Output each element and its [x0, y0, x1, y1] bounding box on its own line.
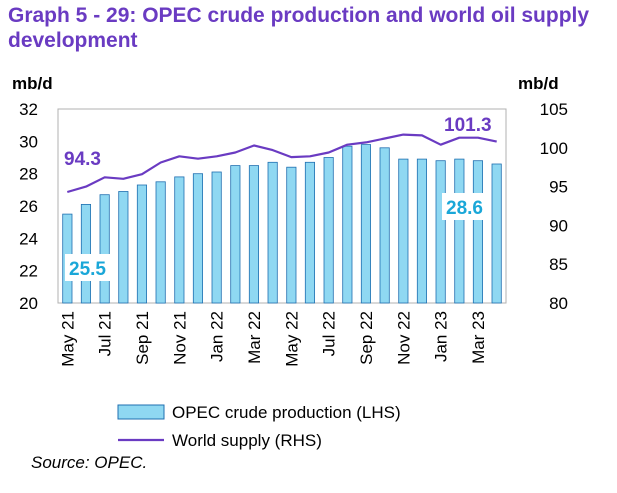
- bar: [360, 144, 371, 304]
- bar-last-label-box: [442, 193, 490, 220]
- bar: [304, 161, 315, 304]
- left-axis-unit: mb/d: [12, 74, 53, 93]
- source-note: Source: OPEC.: [31, 453, 148, 472]
- bar: [80, 203, 92, 304]
- left-tick-label: 30: [19, 132, 38, 151]
- bar: [118, 191, 129, 304]
- x-axis: May 21 Jul 21 Sep 21 Nov 21 Jan 22 Mar 22 May …: [58, 311, 488, 367]
- right-tick-label: 100: [540, 139, 568, 158]
- right-tick-label: 95: [549, 178, 568, 197]
- x-tick-label: Jul 21: [96, 311, 115, 356]
- bar: [248, 165, 260, 304]
- bar: [491, 163, 502, 304]
- left-tick-label: 32: [19, 100, 38, 119]
- left-tick-label: 24: [19, 229, 38, 248]
- left-tick-label: 26: [19, 197, 38, 216]
- x-tick-label: Mar 22: [245, 311, 264, 364]
- bar: [99, 194, 110, 304]
- bar: [267, 161, 278, 304]
- left-tick-label: 20: [19, 294, 38, 313]
- right-tick-label: 80: [549, 294, 568, 313]
- bar: [435, 160, 446, 304]
- world-supply-line: [66, 133, 497, 194]
- left-tick-label: 22: [19, 262, 38, 281]
- bar: [472, 160, 483, 304]
- right-tick-label: 105: [540, 100, 568, 119]
- x-tick-label: Jan 23: [432, 311, 451, 362]
- bar: [416, 158, 427, 304]
- bar-series: [62, 144, 502, 304]
- bar-first-label-box: [65, 254, 113, 281]
- bar: [211, 171, 222, 304]
- left-axis: 20 22 24 26 28 30 32: [19, 100, 38, 313]
- right-tick-label: 85: [549, 255, 568, 274]
- right-axis: 80 85 90 95 100 105: [540, 100, 568, 313]
- bar: [136, 184, 148, 304]
- bar: [230, 165, 241, 304]
- plot-frame: [57, 108, 507, 304]
- x-tick-label: May 22: [282, 311, 301, 367]
- x-tick-label: Nov 22: [394, 311, 413, 365]
- x-tick-label: Sep 21: [133, 311, 152, 365]
- x-tick-label: Mar 23: [469, 311, 488, 364]
- bar: [174, 176, 185, 304]
- bar: [192, 173, 204, 304]
- x-tick-label: Sep 22: [357, 311, 376, 365]
- bar: [155, 181, 166, 304]
- bar: [454, 158, 465, 304]
- legend-line-label: World supply (RHS): [172, 431, 322, 450]
- bar: [323, 157, 334, 304]
- x-tick-label: Jul 22: [320, 311, 339, 356]
- legend: OPEC crude production (LHS) World supply…: [117, 403, 401, 450]
- bar: [286, 166, 297, 304]
- bar-first-label: 25.5: [69, 259, 106, 280]
- x-tick-label: Nov 21: [170, 311, 189, 365]
- chart-title: Graph 5 - 29: OPEC crude production and …: [8, 4, 590, 52]
- bar: [379, 147, 390, 304]
- legend-bar-swatch: [117, 404, 165, 420]
- right-tick-label: 90: [549, 216, 568, 235]
- legend-bar-label: OPEC crude production (LHS): [172, 403, 401, 422]
- bar: [342, 145, 353, 304]
- line-first-label: 94.3: [64, 149, 101, 170]
- bar-last-label: 28.6: [446, 198, 483, 219]
- left-tick-label: 28: [19, 165, 38, 184]
- right-axis-unit: mb/d: [518, 74, 559, 93]
- line-last-label: 101.3: [444, 115, 492, 136]
- bar: [398, 158, 409, 304]
- x-tick-label: May 21: [58, 311, 77, 367]
- x-tick-label: Jan 22: [208, 311, 227, 362]
